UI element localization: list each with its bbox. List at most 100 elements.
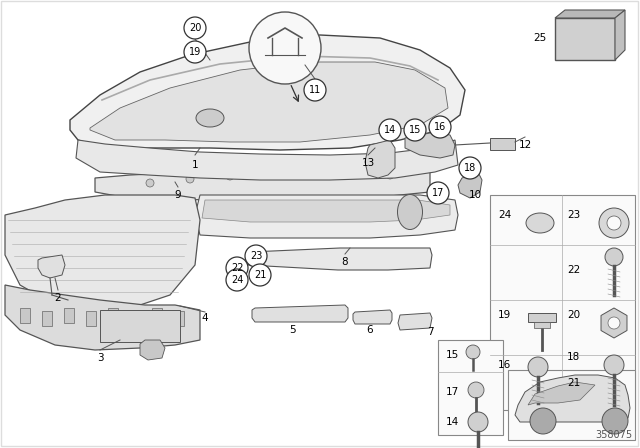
Circle shape [427, 182, 449, 204]
Circle shape [266, 171, 274, 179]
Ellipse shape [196, 109, 224, 127]
Polygon shape [365, 140, 395, 178]
Bar [108, 308, 118, 323]
Bar [555, 18, 615, 60]
Text: 7: 7 [427, 327, 433, 337]
Circle shape [466, 345, 480, 359]
Circle shape [429, 116, 451, 138]
Bar [100, 310, 180, 342]
Text: 17: 17 [432, 188, 444, 198]
Circle shape [379, 119, 401, 141]
Bar [528, 313, 556, 322]
Bar [490, 138, 515, 150]
Text: 358075: 358075 [595, 430, 632, 440]
Circle shape [226, 257, 248, 279]
Circle shape [607, 216, 621, 230]
Circle shape [604, 355, 624, 375]
Polygon shape [70, 35, 465, 150]
Circle shape [608, 317, 620, 329]
Circle shape [459, 157, 481, 179]
Polygon shape [555, 10, 625, 18]
Bar [20, 308, 30, 323]
Text: 14: 14 [384, 125, 396, 135]
Circle shape [245, 245, 267, 267]
Circle shape [602, 408, 628, 434]
Circle shape [468, 412, 488, 432]
Text: 25: 25 [533, 33, 547, 43]
Circle shape [346, 170, 354, 178]
Bar [86, 311, 96, 326]
Circle shape [186, 175, 194, 183]
Text: 23: 23 [250, 251, 262, 261]
Polygon shape [353, 310, 392, 324]
Bar [152, 308, 162, 323]
Text: 11: 11 [309, 85, 321, 95]
Polygon shape [528, 382, 595, 405]
Circle shape [226, 269, 248, 291]
Circle shape [146, 179, 154, 187]
Text: 16: 16 [498, 360, 511, 370]
Text: 6: 6 [367, 325, 373, 335]
Text: 18: 18 [567, 352, 580, 362]
Text: 1: 1 [192, 160, 198, 170]
Text: 15: 15 [446, 350, 460, 360]
Circle shape [306, 170, 314, 178]
Bar [130, 311, 140, 326]
Circle shape [605, 248, 623, 266]
Circle shape [184, 41, 206, 63]
Ellipse shape [397, 194, 422, 229]
Text: 16: 16 [434, 122, 446, 132]
Text: 8: 8 [342, 257, 348, 267]
Polygon shape [398, 313, 432, 330]
Text: 3: 3 [97, 353, 103, 363]
Text: 2: 2 [54, 293, 61, 303]
Polygon shape [95, 168, 430, 200]
Text: 15: 15 [409, 125, 421, 135]
Text: 17: 17 [446, 387, 460, 397]
Circle shape [184, 17, 206, 39]
Circle shape [468, 382, 484, 398]
Circle shape [249, 12, 321, 84]
Polygon shape [5, 195, 200, 310]
Bar [64, 308, 74, 323]
Polygon shape [195, 195, 458, 238]
Text: 4: 4 [202, 313, 208, 323]
Circle shape [249, 264, 271, 286]
Text: 22: 22 [231, 263, 243, 273]
Text: 9: 9 [175, 190, 181, 200]
Bar [534, 322, 550, 328]
Bar [42, 311, 52, 326]
Text: 12: 12 [518, 140, 532, 150]
Polygon shape [5, 285, 200, 350]
Text: 21: 21 [567, 378, 580, 388]
Polygon shape [90, 62, 448, 142]
Circle shape [404, 119, 426, 141]
Bar [508, 370, 635, 440]
Text: 22: 22 [567, 265, 580, 275]
Text: 13: 13 [362, 158, 374, 168]
Polygon shape [76, 140, 458, 180]
Text: 14: 14 [446, 417, 460, 427]
Bar [490, 195, 635, 410]
Text: 24: 24 [498, 210, 511, 220]
Circle shape [226, 172, 234, 180]
Polygon shape [38, 255, 65, 278]
Polygon shape [405, 132, 455, 158]
Text: 24: 24 [231, 275, 243, 285]
Circle shape [386, 171, 394, 179]
Text: 19: 19 [498, 310, 511, 320]
Polygon shape [140, 340, 165, 360]
Circle shape [304, 79, 326, 101]
Circle shape [530, 408, 556, 434]
Ellipse shape [526, 213, 554, 233]
Polygon shape [252, 305, 348, 322]
Circle shape [599, 208, 629, 238]
Polygon shape [458, 172, 482, 198]
Polygon shape [515, 375, 630, 422]
Text: 21: 21 [254, 270, 266, 280]
Polygon shape [202, 200, 450, 222]
Text: 23: 23 [567, 210, 580, 220]
Text: 19: 19 [189, 47, 201, 57]
Text: 5: 5 [290, 325, 296, 335]
Polygon shape [248, 248, 432, 270]
